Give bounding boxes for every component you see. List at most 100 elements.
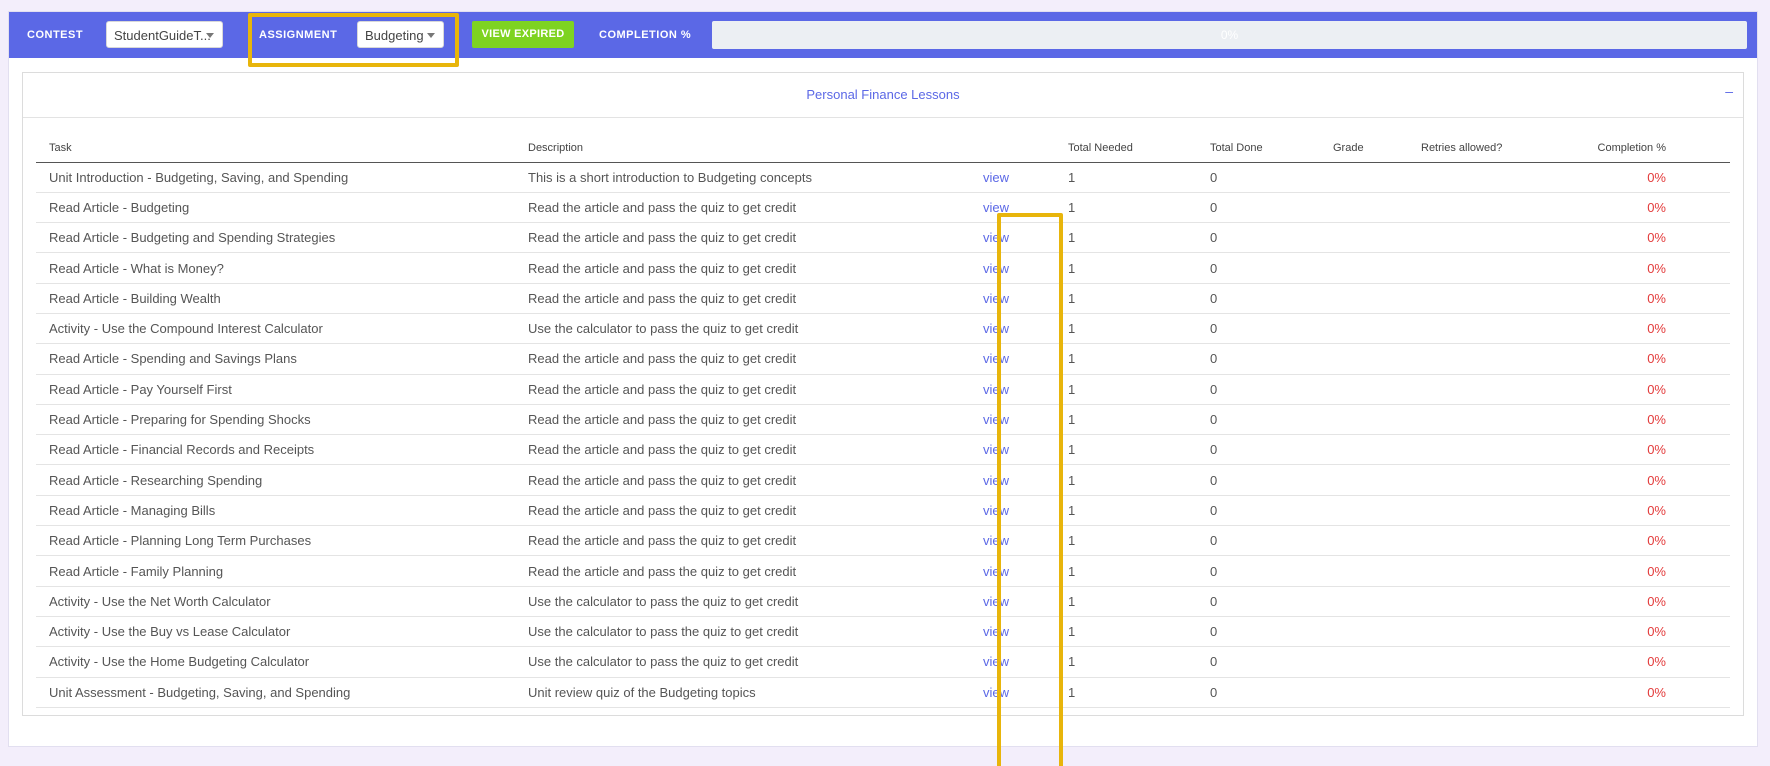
table-row: Activity - Use the Home Budgeting Calcul… [36,646,1730,678]
table-row: Read Article - Managing Bills Read the ar… [36,495,1730,527]
column-header-completion: Completion % [1548,134,1730,163]
view-link[interactable]: view [965,677,1055,708]
view-link[interactable]: view [965,586,1055,617]
total-done-cell: 0 [1197,374,1320,405]
assignment-select[interactable]: Budgeting [357,21,444,48]
total-done-cell: 0 [1197,162,1320,193]
total-done-cell: 0 [1197,192,1320,224]
total-done-cell: 0 [1197,616,1320,648]
description-cell: Use the calculator to pass the quiz to g… [515,616,965,648]
total-done-cell: 0 [1197,404,1320,436]
total-done-cell: 0 [1197,434,1320,466]
total-done-cell: 0 [1197,586,1320,617]
grade-cell [1320,464,1408,496]
total-needed-cell: 1 [1055,525,1197,557]
completion-cell: 0% [1548,434,1730,466]
total-done-cell: 0 [1197,495,1320,527]
total-done-cell: 0 [1197,525,1320,557]
total-done-cell: 0 [1197,252,1320,284]
panel-header[interactable]: Personal Finance Lessons – [23,73,1743,118]
view-link[interactable]: view [965,252,1055,284]
total-done-cell: 0 [1197,677,1320,708]
view-link[interactable]: view [965,222,1055,254]
table-header-row: Task Description Total Needed Total Done… [36,134,1730,163]
completion-cell: 0% [1548,374,1730,405]
total-needed-cell: 1 [1055,162,1197,193]
view-link[interactable]: view [965,555,1055,587]
description-cell: Read the article and pass the quiz to ge… [515,252,965,284]
total-needed-cell: 1 [1055,464,1197,496]
description-cell: Read the article and pass the quiz to ge… [515,495,965,527]
retries-cell [1408,283,1548,314]
view-link[interactable]: view [965,616,1055,648]
retries-cell [1408,464,1548,496]
description-cell: Read the article and pass the quiz to ge… [515,525,965,557]
table-row: Read Article - Spending and Savings Plan… [36,343,1730,375]
table-row: Read Article - Budgeting Read the article… [36,192,1730,224]
retries-cell [1408,525,1548,557]
assignment-select-value: Budgeting [365,28,424,43]
table-row: Read Article - Budgeting and Spending St… [36,222,1730,254]
contest-label: CONTEST [27,29,84,41]
view-link[interactable]: view [965,192,1055,224]
completion-cell: 0% [1548,677,1730,708]
collapse-icon[interactable]: – [1725,83,1733,99]
retries-cell [1408,646,1548,678]
total-needed-cell: 1 [1055,646,1197,678]
table-row: Read Article - Pay Yourself First Read th… [36,374,1730,405]
view-link[interactable]: view [965,464,1055,496]
completion-cell: 0% [1548,555,1730,587]
contest-select[interactable]: StudentGuideT... [106,21,223,48]
view-link[interactable]: view [965,162,1055,193]
grade-cell [1320,586,1408,617]
retries-cell [1408,222,1548,254]
grade-cell [1320,192,1408,224]
description-cell: Use the calculator to pass the quiz to g… [515,646,965,678]
view-link[interactable]: view [965,495,1055,527]
total-needed-cell: 1 [1055,404,1197,436]
description-cell: Read the article and pass the quiz to ge… [515,464,965,496]
retries-cell [1408,313,1548,345]
retries-cell [1408,343,1548,375]
description-cell: Read the article and pass the quiz to ge… [515,374,965,405]
total-done-cell: 0 [1197,222,1320,254]
view-link[interactable]: view [965,374,1055,405]
total-done-cell: 0 [1197,646,1320,678]
view-link[interactable]: view [965,404,1055,436]
total-needed-cell: 1 [1055,434,1197,466]
task-cell: Read Article - What is Money? [36,252,515,284]
view-link[interactable]: view [965,343,1055,375]
total-needed-cell: 1 [1055,192,1197,224]
description-cell: Read the article and pass the quiz to ge… [515,283,965,314]
chevron-down-icon [206,33,214,38]
total-needed-cell: 1 [1055,283,1197,314]
view-link[interactable]: view [965,646,1055,678]
grade-cell [1320,525,1408,557]
total-done-cell: 0 [1197,343,1320,375]
completion-cell: 0% [1548,525,1730,557]
view-link[interactable]: view [965,434,1055,466]
completion-label: COMPLETION % [599,29,692,41]
table-row: Unit Assessment - Budgeting, Saving, and… [36,677,1730,708]
total-done-cell: 0 [1197,313,1320,345]
grade-cell [1320,404,1408,436]
task-cell: Unit Assessment - Budgeting, Saving, and… [36,677,515,708]
total-needed-cell: 1 [1055,374,1197,405]
view-link[interactable]: view [965,283,1055,314]
view-link[interactable]: view [965,525,1055,557]
retries-cell [1408,404,1548,436]
table-row: Read Article - Building Wealth Read the a… [36,283,1730,314]
grade-cell [1320,434,1408,466]
column-header-retries: Retries allowed? [1408,134,1548,163]
table-row: Read Article - What is Money? Read the ar… [36,252,1730,284]
completion-cell: 0% [1548,192,1730,224]
table-row: Read Article - Financial Records and Rec… [36,434,1730,466]
view-link[interactable]: view [965,313,1055,345]
retries-cell [1408,192,1548,224]
grade-cell [1320,495,1408,527]
grade-cell [1320,374,1408,405]
retries-cell [1408,495,1548,527]
task-cell: Read Article - Budgeting [36,192,515,224]
view-expired-button[interactable]: VIEW EXPIRED [472,21,574,48]
task-cell: Read Article - Family Planning [36,555,515,587]
